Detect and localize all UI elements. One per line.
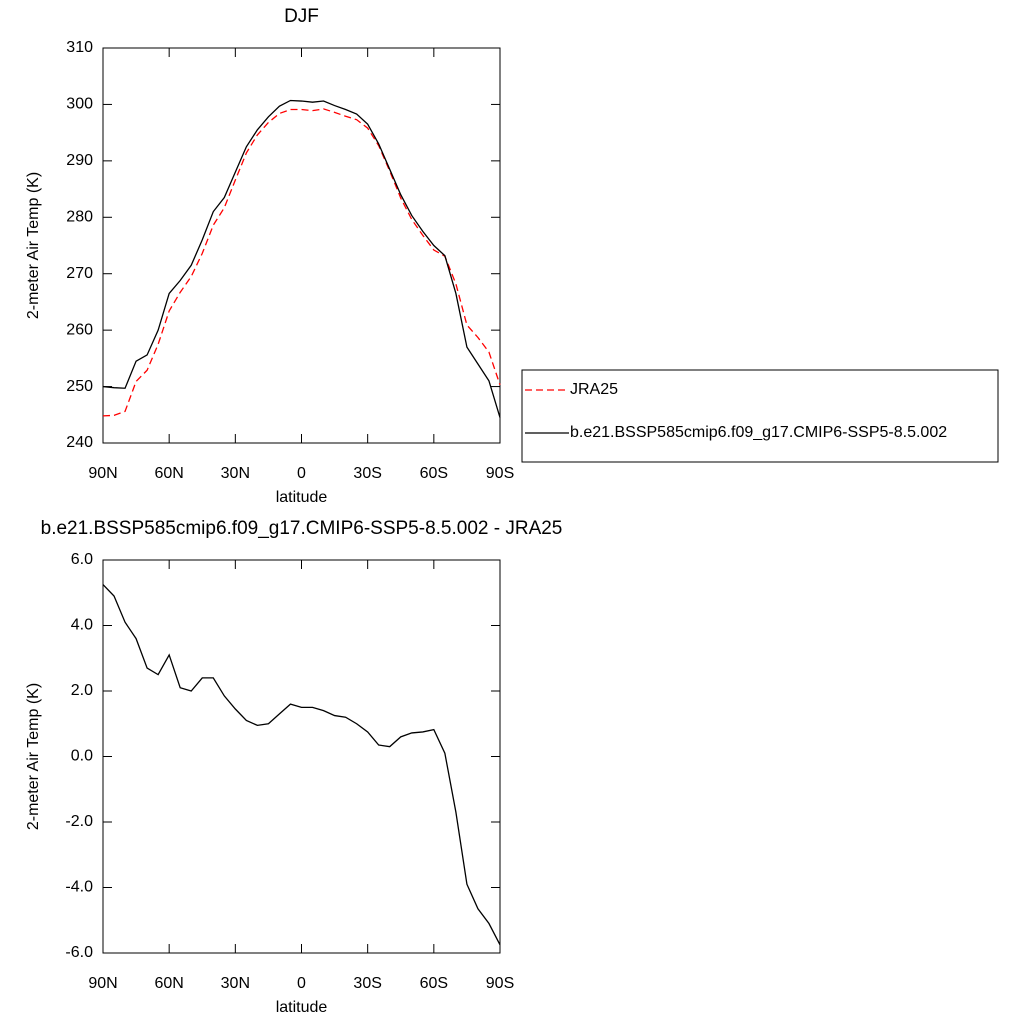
x-axis-label: latitude [276, 489, 328, 506]
y-tick-label: 2.0 [71, 682, 93, 699]
panel: DJF latitude 2-meter Air Temp (K) 90N 60N 30N… [25, 6, 999, 506]
y-tick-label: 0.0 [71, 748, 93, 765]
x-axis-label: latitude [276, 999, 328, 1016]
x-tick-label: 30S [353, 975, 381, 992]
x-tick-label: 30N [221, 975, 250, 992]
x-tick-label: 90N [88, 465, 117, 482]
series-line [102, 584, 501, 946]
y-tick-label: 240 [66, 434, 93, 451]
y-axis-label: 2-meter Air Temp (K) [25, 172, 42, 319]
legend-label: b.e21.BSSP585cmip6.f09_g17.CMIP6-SSP5-8.… [570, 424, 947, 441]
x-tick-label: 60N [154, 975, 183, 992]
y-tick-label: 6.0 [71, 551, 93, 568]
plot-frame [102, 559, 501, 954]
series-line [102, 99, 501, 418]
x-tick-label: 60S [420, 465, 448, 482]
legend-label: JRA25 [570, 381, 618, 398]
y-tick-label: 4.0 [71, 617, 93, 634]
y-tick-label: -4.0 [65, 879, 93, 896]
y-tick-label: -2.0 [65, 813, 93, 830]
x-tick-label: 30S [353, 465, 381, 482]
y-tick-label: 300 [66, 96, 93, 113]
chart-title: DJF [284, 6, 319, 27]
legend-box [521, 369, 999, 463]
x-tick-label: 0 [297, 975, 306, 992]
x-tick-label: 90S [486, 465, 514, 482]
x-tick-label: 0 [297, 465, 306, 482]
x-tick-label: 60S [420, 975, 448, 992]
x-tick-label: 30N [221, 465, 250, 482]
x-tick-label: 90S [486, 975, 514, 992]
y-tick-label: -6.0 [65, 944, 93, 961]
y-tick-label: 310 [66, 39, 93, 56]
y-tick-label: 270 [66, 265, 93, 282]
y-axis-label: 2-meter Air Temp (K) [25, 683, 42, 830]
y-tick-label: 250 [66, 378, 93, 395]
x-tick-label: 60N [154, 465, 183, 482]
panel: b.e21.BSSP585cmip6.f09_g17.CMIP6-SSP5-8.… [25, 518, 562, 1016]
series-line [102, 108, 501, 417]
y-tick-label: 280 [66, 209, 93, 226]
chart-title: b.e21.BSSP585cmip6.f09_g17.CMIP6-SSP5-8.… [41, 518, 563, 539]
y-tick-label: 260 [66, 321, 93, 338]
x-tick-label: 90N [88, 975, 117, 992]
plot-frame [102, 47, 501, 444]
y-tick-label: 290 [66, 152, 93, 169]
